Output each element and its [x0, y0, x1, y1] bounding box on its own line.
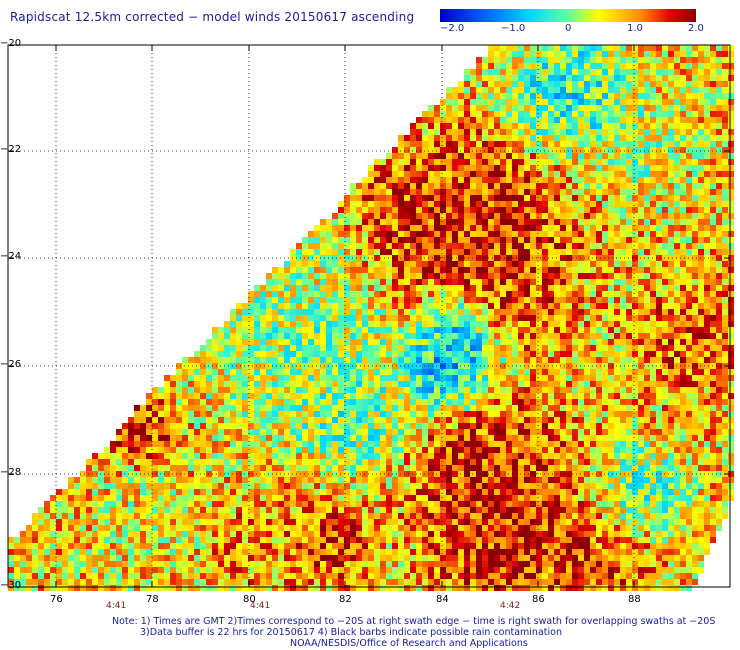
colorbar-label-zero: 0	[565, 23, 572, 34]
time-label-3: 4:42	[500, 601, 521, 611]
lon-tick-88: 88	[628, 594, 641, 605]
colorbar-label-min: −2.0	[440, 23, 465, 34]
time-label-2: 4:41	[250, 601, 271, 611]
time-label-1: 4:41	[106, 601, 127, 611]
map-title: Rapidscat 12.5km corrected − model winds…	[10, 10, 415, 24]
lat-tick-24: −24	[0, 251, 22, 262]
lon-tick-78: 78	[146, 594, 159, 605]
lat-tick-28: −28	[0, 467, 22, 478]
note-line-2: 3)Data buffer is 22 hrs for 20150617 4) …	[140, 627, 562, 638]
colorbar-label-max: 2.0	[688, 23, 704, 34]
lat-tick-22: −22	[0, 144, 22, 155]
lon-tick-82: 82	[339, 594, 352, 605]
map-frame	[7, 44, 731, 588]
lon-tick-84: 84	[436, 594, 449, 605]
colorbar-label-neg1: −1.0	[501, 23, 526, 34]
lat-tick-30: −30	[0, 580, 22, 591]
lon-tick-76: 76	[50, 594, 63, 605]
lon-tick-80: 80	[243, 594, 256, 605]
lat-lon-grid	[8, 45, 730, 587]
lat-tick-26: −26	[0, 359, 22, 370]
colorbar	[440, 9, 696, 22]
note-line-1: Note: 1) Times are GMT 2)Times correspon…	[112, 616, 716, 627]
lon-tick-86: 86	[532, 594, 545, 605]
note-line-3: NOAA/NESDIS/Office of Research and Appli…	[290, 638, 528, 649]
lat-tick-20: −20	[0, 38, 22, 49]
colorbar-label-pos1: 1.0	[627, 23, 643, 34]
swath-cells	[8, 45, 734, 591]
